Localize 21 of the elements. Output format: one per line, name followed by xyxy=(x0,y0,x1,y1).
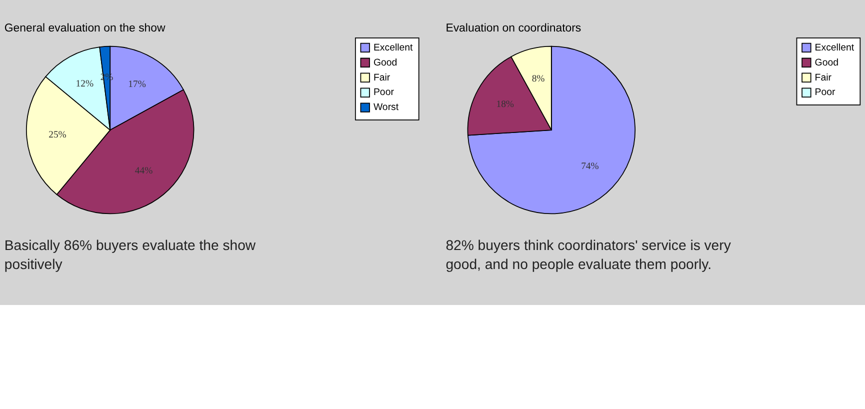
data-label: 74% xyxy=(581,160,599,172)
legend-label: Excellent xyxy=(814,42,854,54)
data-label: 18% xyxy=(496,99,514,110)
data-label: 8% xyxy=(532,73,545,84)
data-label: 17% xyxy=(128,79,146,90)
data-label: 12% xyxy=(76,78,94,90)
legend-label: Poor xyxy=(373,87,395,98)
legend-label: Good xyxy=(373,57,398,68)
text: Basically 86% buyers evaluate the show positively xyxy=(4,236,256,272)
legend-label: Good xyxy=(814,57,838,68)
text: 82% buyers think coordinators' service is very good, and no people evaluate them poorly. xyxy=(446,236,732,272)
legend-label: Worst xyxy=(373,102,399,114)
legend-label: Excellent xyxy=(373,42,414,54)
data-label: 25% xyxy=(48,130,66,141)
legend-label: Fair xyxy=(373,72,391,84)
data-label: 2% xyxy=(100,72,114,83)
legend-label: Poor xyxy=(814,87,836,98)
data-label: 44% xyxy=(134,165,153,176)
chart-title: General evaluation on the show xyxy=(4,22,166,34)
chart-title: Evaluation on coordinators xyxy=(446,22,582,34)
legend-label: Fair xyxy=(814,72,832,84)
